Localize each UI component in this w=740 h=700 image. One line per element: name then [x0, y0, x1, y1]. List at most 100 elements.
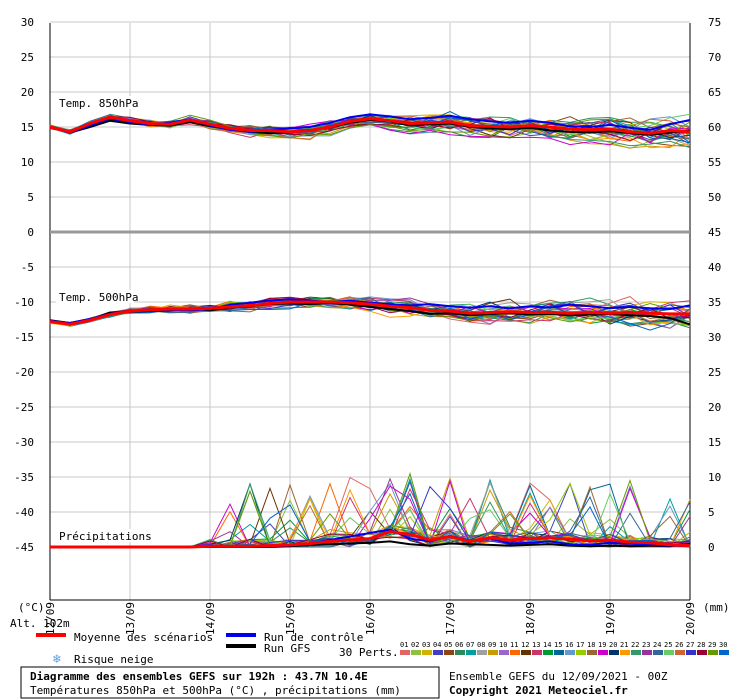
- pert-swatch: [477, 650, 487, 655]
- y-right-tick-label: 10: [708, 471, 721, 484]
- pert-number: 10: [499, 641, 507, 649]
- chart-title: Diagramme des ensembles GEFS sur 192h : …: [30, 670, 368, 683]
- pert-number: 04: [433, 641, 441, 649]
- pert-swatch: [565, 650, 575, 655]
- y-right-tick-label: 45: [708, 226, 721, 239]
- pert-swatch: [521, 650, 531, 655]
- pert-swatch: [444, 650, 454, 655]
- series-line-t500: [49, 300, 690, 326]
- pert-swatch: [422, 650, 432, 655]
- pert-number: 28: [697, 641, 705, 649]
- pert-swatch: [488, 650, 498, 655]
- pert-number: 19: [598, 641, 606, 649]
- y-right-tick-label: 55: [708, 156, 721, 169]
- pert-swatch: [587, 650, 597, 655]
- pert-swatch: [554, 650, 564, 655]
- pert-number: 01: [400, 641, 408, 649]
- legend-mean-label: Moyenne des scénarios: [74, 631, 213, 644]
- pert-swatch: [697, 650, 707, 655]
- y-left-tick-label: -45: [14, 541, 34, 554]
- pert-number: 20: [609, 641, 617, 649]
- pert-swatch: [543, 650, 553, 655]
- y-right-tick-label: 75: [708, 16, 721, 29]
- legend: Moyenne des scénarios Run de contrôle Ru…: [36, 631, 729, 667]
- pert-swatch: [708, 650, 718, 655]
- y-left-tick-label: 30: [21, 16, 34, 29]
- pert-number: 06: [455, 641, 463, 649]
- pert-number: 23: [642, 641, 650, 649]
- x-tick-label: 16/09: [364, 602, 377, 635]
- pert-number: 05: [444, 641, 452, 649]
- y-right-tick-label: 60: [708, 121, 721, 134]
- pert-swatch: [499, 650, 509, 655]
- pert-number: 22: [631, 641, 639, 649]
- y-right-tick-label: 30: [708, 331, 721, 344]
- pert-number: 11: [510, 641, 518, 649]
- run-info: Ensemble GEFS du 12/09/2021 - 00Z: [449, 670, 668, 683]
- panel-label-t850: Temp. 850hPa: [59, 97, 138, 110]
- pert-number: 08: [477, 641, 485, 649]
- pert-swatch: [620, 650, 630, 655]
- x-tick-label: 20/09: [684, 602, 697, 635]
- legend-gfs-label: Run GFS: [264, 642, 310, 655]
- legend-snow-label: Risque neige: [74, 653, 153, 666]
- pert-swatch: [510, 650, 520, 655]
- title-box: [20, 666, 440, 699]
- pert-number: 24: [653, 641, 661, 649]
- x-tick-label: 14/09: [204, 602, 217, 635]
- x-tick-label: 18/09: [524, 602, 537, 635]
- series-line-t850: [49, 115, 691, 135]
- y-left-tick-label: -25: [14, 401, 34, 414]
- pert-number: 27: [686, 641, 694, 649]
- y-left-tick-label: 20: [21, 86, 34, 99]
- pert-number: 16: [565, 641, 573, 649]
- pert-number: 26: [675, 641, 683, 649]
- pert-swatch: [675, 650, 685, 655]
- left-unit: (°C): [18, 601, 45, 614]
- pert-swatch: [598, 650, 608, 655]
- pert-swatch: [576, 650, 586, 655]
- pert-swatch: [532, 650, 542, 655]
- y-right-tick-label: 35: [708, 296, 721, 309]
- pert-number: 14: [543, 641, 551, 649]
- y-left-tick-label: 5: [27, 191, 34, 204]
- chart-subtitle: Températures 850hPa et 500hPa (°C) , pré…: [30, 684, 401, 697]
- x-tick-label: 15/09: [284, 602, 297, 635]
- y-left-tick-label: -35: [14, 471, 34, 484]
- series-line-precip: [50, 530, 691, 549]
- pert-swatch: [466, 650, 476, 655]
- copyright: Copyright 2021 Meteociel.fr: [449, 684, 628, 697]
- pert-swatch: [411, 650, 421, 655]
- pert-number: 29: [708, 641, 716, 649]
- pert-number: 25: [664, 641, 672, 649]
- pert-swatch: [686, 650, 696, 655]
- pert-swatch: [653, 650, 663, 655]
- pert-number: 09: [488, 641, 496, 649]
- y-right-tick-label: 15: [708, 436, 721, 449]
- right-unit: (mm): [703, 601, 730, 614]
- y-left-tick-label: -20: [14, 366, 34, 379]
- legend-gfs-swatch: [226, 644, 256, 648]
- y-right-tick-label: 40: [708, 261, 721, 274]
- pert-number: 18: [587, 641, 595, 649]
- y-right-tick-label: 5: [708, 506, 715, 519]
- perturbation-line: [49, 114, 691, 139]
- panel-label-precip: Précipitations: [59, 530, 152, 543]
- y-left-tick-label: -30: [14, 436, 34, 449]
- x-tick-label: 17/09: [444, 602, 457, 635]
- pert-swatch: [400, 650, 410, 655]
- pert-number: 17: [576, 641, 584, 649]
- y-right-tick-label: 50: [708, 191, 721, 204]
- x-tick-label: 13/09: [124, 602, 137, 635]
- pert-swatch: [642, 650, 652, 655]
- legend-control-swatch: [226, 633, 256, 637]
- legend-perts-label: 30 Perts.: [339, 646, 399, 659]
- pert-swatch: [719, 650, 729, 655]
- y-left-tick-label: -15: [14, 331, 34, 344]
- y-right-tick-label: 25: [708, 366, 721, 379]
- panel-label-t500: Temp. 500hPa: [59, 291, 138, 304]
- altitude-label: Alt. 102m: [10, 617, 70, 630]
- y-left-tick-label: 15: [21, 121, 34, 134]
- y-left-tick-label: -10: [14, 296, 34, 309]
